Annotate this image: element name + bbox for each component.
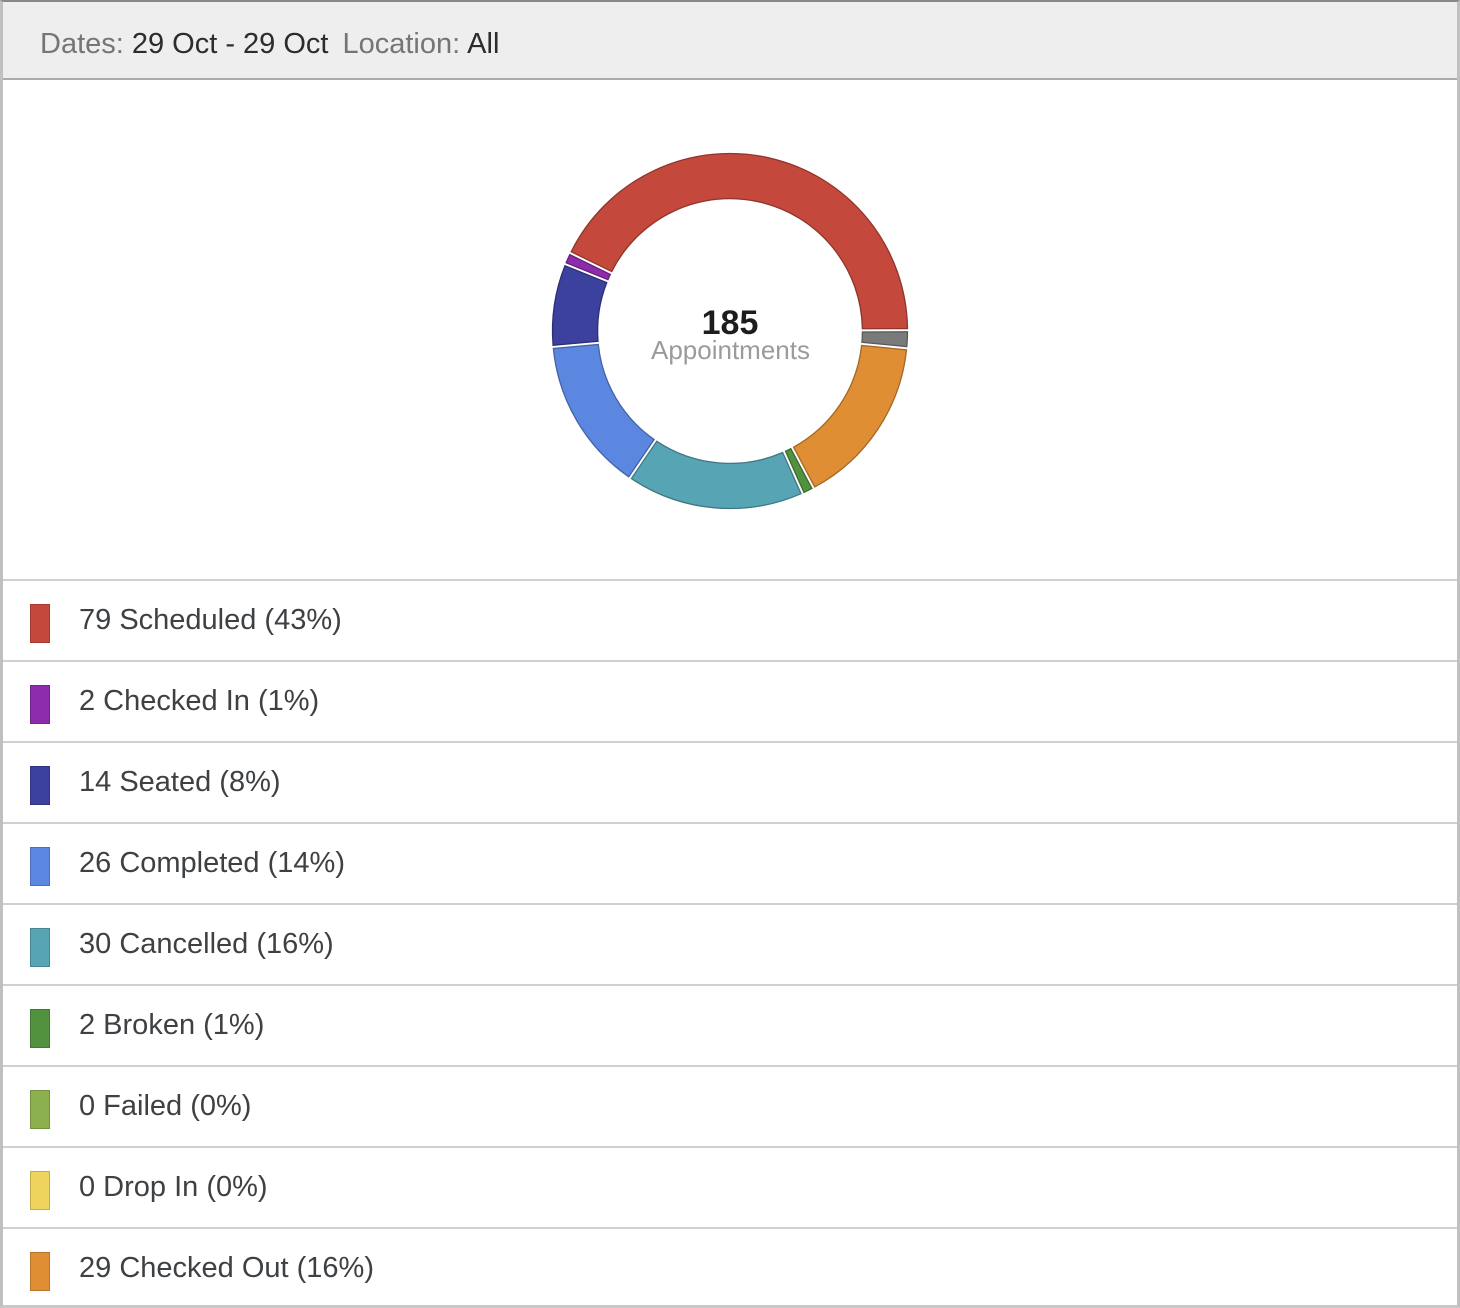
svg-text:185: 185 (702, 304, 759, 342)
svg-text:Appointments: Appointments (651, 335, 810, 365)
